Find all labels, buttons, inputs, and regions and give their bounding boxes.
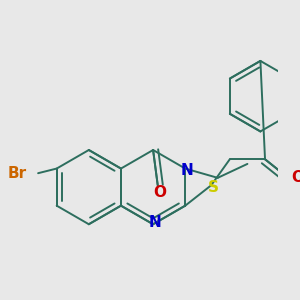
Text: Br: Br: [7, 166, 26, 181]
Text: S: S: [208, 180, 219, 195]
Text: N: N: [181, 163, 194, 178]
Text: O: O: [153, 185, 166, 200]
Text: N: N: [148, 215, 161, 230]
Text: O: O: [291, 170, 300, 185]
